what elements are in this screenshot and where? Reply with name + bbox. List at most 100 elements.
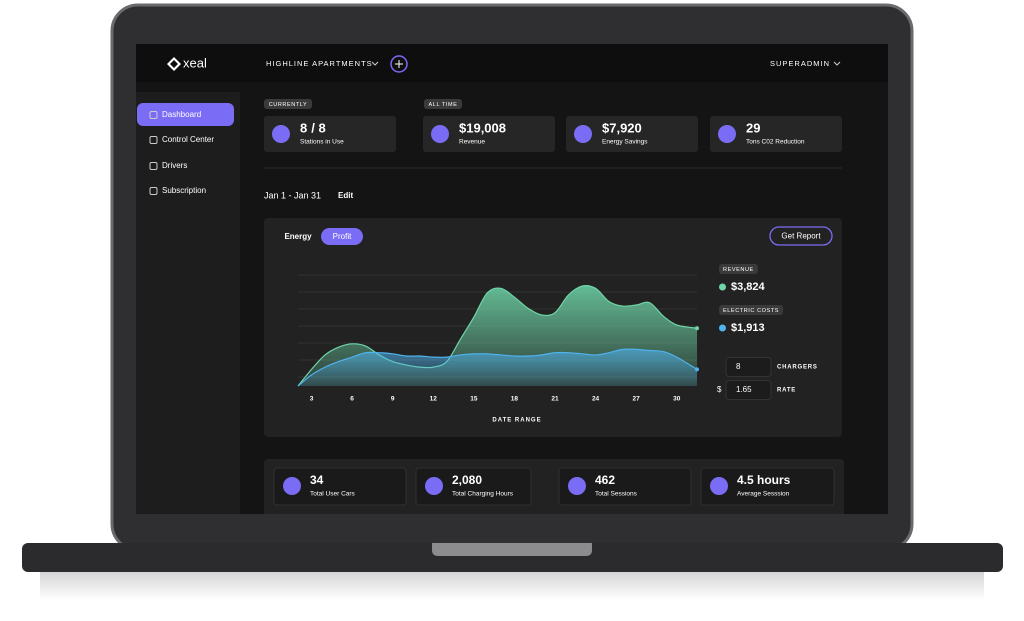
- stat-label: Revenue: [459, 139, 485, 146]
- input-value[interactable]: 8: [736, 362, 741, 371]
- shadow: [40, 570, 984, 600]
- stat-icon: [272, 125, 290, 143]
- stat-icon: [574, 125, 592, 143]
- stat-value: 29: [746, 120, 760, 135]
- area: [298, 349, 697, 386]
- x-tick-label: 9: [391, 396, 395, 403]
- x-tick-label: 21: [551, 396, 559, 403]
- laptop-base: [22, 543, 1003, 572]
- nav-icon: [149, 162, 158, 170]
- legend-total: $1,913: [731, 322, 765, 334]
- x-tick-label: 18: [511, 396, 519, 403]
- x-tick-label: 3: [310, 396, 314, 403]
- line: [297, 285, 698, 387]
- total-label: Total User Cars: [310, 491, 356, 498]
- tab-active[interactable]: [321, 228, 363, 245]
- total-label: Average Sesssion: [737, 491, 790, 498]
- input-box[interactable]: [725, 357, 772, 377]
- total-label: Total Sessions: [595, 491, 638, 498]
- stat-card: [566, 116, 698, 152]
- nav-item[interactable]: Control Center: [162, 135, 214, 144]
- tag: [424, 99, 462, 109]
- date-range: Jan 1 - Jan 31: [264, 190, 321, 200]
- total-value: 4.5 hours: [737, 473, 791, 487]
- total-card: [273, 467, 407, 506]
- logo-icon: [167, 57, 181, 71]
- stat-value: $7,920: [602, 120, 642, 135]
- sidebar: [136, 92, 240, 514]
- top-bar: [136, 44, 888, 82]
- x-tick-label: 30: [673, 396, 681, 403]
- line: [297, 348, 698, 387]
- stat-label: Energy Savings: [602, 139, 648, 146]
- total-icon: [568, 477, 586, 495]
- nav-item[interactable]: Drivers: [162, 161, 187, 170]
- chevron: [833, 61, 841, 66]
- total-icon: [283, 477, 301, 495]
- x-tick-label: 24: [592, 396, 600, 403]
- stat-value: $19,008: [459, 120, 506, 135]
- report-button-label[interactable]: Get Report: [781, 232, 821, 241]
- x-tick-label: 6: [350, 396, 354, 403]
- input-label: CHARGERS: [777, 365, 818, 371]
- x-tick-label: 12: [430, 396, 438, 403]
- legend-dot: [719, 324, 726, 332]
- brand: xeal: [183, 55, 207, 70]
- tag-label: ALL TIME: [429, 102, 458, 108]
- nav-icon: [149, 111, 158, 119]
- tab[interactable]: Profit: [333, 232, 352, 241]
- plus-icon: [395, 60, 403, 68]
- stat-label: Tons C02 Reduction: [746, 139, 805, 146]
- stat-icon: [431, 125, 449, 143]
- total-icon: [425, 477, 443, 495]
- end-dot: [695, 326, 699, 331]
- stat-value: 8: [300, 120, 307, 135]
- nav-icon: [149, 187, 158, 195]
- stat-card: [710, 116, 842, 152]
- total-value: 462: [595, 473, 615, 487]
- nav-icon: [149, 136, 158, 144]
- screen: xeal HIGHLINE APARTMENTS SUPERADMIN CURR…: [136, 44, 888, 514]
- input-prefix: $: [717, 385, 722, 394]
- total-label: Total Charging Hours: [452, 491, 514, 498]
- report-button[interactable]: [769, 226, 833, 246]
- totals-panel: [264, 459, 844, 514]
- user-menu[interactable]: SUPERADMIN: [770, 59, 830, 68]
- end-dot: [695, 367, 699, 372]
- stat-card: [423, 116, 555, 152]
- laptop-notch: [432, 543, 592, 556]
- edit-link[interactable]: Edit: [338, 191, 353, 200]
- add-button[interactable]: [390, 55, 408, 73]
- input-value[interactable]: 1.65: [736, 385, 752, 394]
- tab[interactable]: Energy: [284, 232, 312, 241]
- x-tick-label: 15: [470, 396, 478, 403]
- total-card: [700, 467, 835, 506]
- x-axis-label: DATE RANGE: [492, 418, 541, 424]
- legend-tag: [719, 264, 758, 274]
- legend-tag: [719, 305, 784, 315]
- legend-name: ELECTRIC COSTS: [723, 308, 779, 314]
- total-icon: [710, 477, 728, 495]
- nav-item[interactable]: Dashboard: [162, 110, 201, 119]
- tag: [264, 99, 312, 109]
- nav-active: [137, 103, 234, 126]
- stat-extra: / 8: [311, 120, 325, 135]
- legend-name: REVENUE: [723, 267, 754, 273]
- stat-icon: [718, 125, 736, 143]
- total-card: [415, 467, 532, 506]
- stat-label: Stations in Use: [300, 139, 344, 146]
- total-value: 34: [310, 473, 324, 487]
- chevron: [371, 61, 379, 66]
- input-label: RATE: [777, 388, 796, 394]
- total-card: [558, 467, 692, 506]
- legend-dot: [719, 283, 726, 291]
- property-select[interactable]: HIGHLINE APARTMENTS: [266, 59, 373, 68]
- legend-total: $3,824: [731, 281, 766, 293]
- input-box[interactable]: [725, 380, 772, 400]
- tag-label: CURRENTLY: [269, 102, 308, 108]
- total-value: 2,080: [452, 473, 482, 487]
- stat-card: [264, 116, 396, 152]
- nav-item[interactable]: Subscription: [162, 186, 206, 195]
- x-tick-label: 27: [633, 396, 641, 403]
